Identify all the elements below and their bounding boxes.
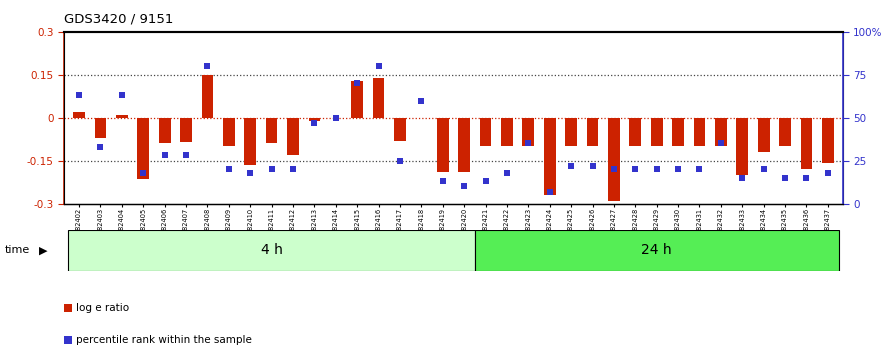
Point (500, 170, 514, 176)
Bar (180, 118, 192, 142)
Bar (480, 118, 491, 146)
Point (457, 184, 472, 189)
Point (714, 141, 728, 146)
Point (756, 166, 771, 172)
Point (200, 63, 214, 69)
Point (286, 166, 300, 172)
Bar (757, 118, 770, 152)
Point (607, 166, 621, 172)
Point (799, 175, 813, 181)
Point (628, 166, 643, 172)
Point (363, 187, 377, 193)
Point (522, 141, 536, 146)
Point (543, 189, 557, 194)
Point (136, 170, 150, 176)
Point (671, 166, 685, 172)
Point (264, 166, 279, 172)
Point (650, 166, 664, 172)
Bar (565, 118, 577, 146)
Point (243, 170, 257, 176)
Bar (801, 118, 813, 169)
Bar (201, 75, 214, 118)
Bar (94, 118, 106, 138)
Bar (608, 118, 619, 201)
Point (72, 92, 86, 98)
Point (328, 115, 343, 120)
Bar (437, 118, 449, 172)
Point (179, 153, 193, 158)
Bar (736, 118, 748, 175)
Bar (779, 118, 791, 146)
Text: GDS3420 / 9151: GDS3420 / 9151 (64, 12, 174, 25)
Point (307, 120, 321, 126)
Point (158, 153, 172, 158)
Point (735, 175, 749, 181)
Point (479, 178, 493, 184)
Point (435, 178, 449, 184)
Bar (544, 118, 555, 195)
Text: percentile rank within the sample: percentile rank within the sample (76, 335, 252, 345)
Bar (672, 118, 684, 146)
Bar (522, 118, 534, 146)
Point (222, 166, 236, 172)
Bar (475, 230, 838, 271)
Point (586, 163, 600, 169)
Point (692, 166, 707, 172)
Bar (715, 118, 727, 146)
Point (350, 81, 364, 86)
Bar (501, 118, 513, 146)
Point (821, 170, 835, 176)
Bar (587, 118, 598, 146)
Bar (458, 118, 470, 172)
Bar (651, 118, 662, 146)
Point (93, 144, 108, 150)
Bar (69, 230, 475, 271)
Text: ▶: ▶ (39, 245, 48, 256)
Bar (373, 78, 384, 118)
Text: log e ratio: log e ratio (76, 303, 129, 313)
Bar (73, 112, 85, 118)
Text: 24 h: 24 h (642, 244, 672, 257)
Bar (287, 118, 299, 155)
Bar (266, 118, 278, 143)
Bar (309, 118, 320, 121)
Point (414, 98, 428, 103)
Bar (629, 118, 641, 146)
Bar (693, 118, 706, 146)
Point (564, 163, 578, 169)
Text: 4 h: 4 h (261, 244, 282, 257)
Bar (222, 118, 235, 146)
Point (371, 63, 385, 69)
Point (392, 158, 407, 164)
Point (778, 175, 792, 181)
Point (115, 92, 129, 98)
Bar (116, 115, 128, 118)
Text: time: time (4, 245, 29, 256)
Bar (822, 118, 834, 164)
Bar (245, 118, 256, 165)
Bar (394, 118, 406, 141)
Bar (137, 118, 150, 179)
Bar (352, 80, 363, 118)
Bar (158, 118, 171, 143)
